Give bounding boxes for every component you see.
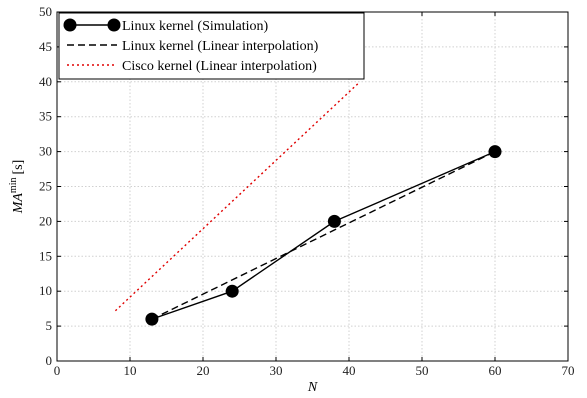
- y-tick-label: 40: [39, 74, 52, 89]
- y-tick-label: 25: [39, 179, 52, 194]
- x-tick-label: 40: [343, 363, 356, 378]
- y-tick-label: 0: [46, 353, 53, 368]
- series-line-3: [114, 81, 361, 312]
- y-tick-label: 5: [46, 318, 53, 333]
- series-1-point: [145, 312, 159, 326]
- x-tick-label: 0: [54, 363, 61, 378]
- legend-label-2: Linux kernel (Linear interpolation): [122, 39, 319, 54]
- x-tick-label: 30: [270, 363, 283, 378]
- y-tick-label: 15: [39, 248, 52, 263]
- x-tick-label: 50: [416, 363, 429, 378]
- y-tick-label: 30: [39, 144, 52, 159]
- x-axis-label: N: [307, 380, 318, 395]
- series-line-2: [151, 150, 496, 320]
- series-1-point: [488, 145, 502, 159]
- series-1-point: [225, 284, 239, 298]
- x-tick-label: 10: [124, 363, 137, 378]
- series-layer: [114, 81, 502, 326]
- legend-label-3: Cisco kernel (Linear interpolation): [122, 59, 317, 74]
- y-axis-label-superscript: min: [8, 178, 19, 194]
- y-axis-label-unit: [s]: [11, 160, 26, 175]
- y-tick-label: 20: [39, 213, 52, 228]
- x-tick-label: 20: [197, 363, 210, 378]
- x-tick-label: 70: [562, 363, 575, 378]
- legend-marker: [63, 18, 77, 32]
- y-tick-label: 45: [39, 39, 52, 54]
- series-1-point: [327, 214, 341, 228]
- ticks: 0 10 20 30 40 50 60 70 0 5 10 15 20 25 30 35 40 45 50: [39, 4, 575, 378]
- grid: [57, 12, 568, 361]
- legend: Linux kernel (Simulation) Linux kernel (L…: [58, 12, 365, 80]
- legend-marker: [107, 18, 121, 32]
- y-tick-label: 35: [39, 109, 52, 124]
- y-tick-label: 10: [39, 283, 52, 298]
- y-axis-label-main: MA: [11, 193, 26, 215]
- series-line-1: [151, 150, 496, 320]
- x-tick-label: 60: [489, 363, 502, 378]
- y-axis-label: MAmin [s]: [8, 160, 26, 215]
- y-tick-label: 50: [39, 4, 52, 19]
- legend-label-1: Linux kernel (Simulation): [122, 19, 269, 34]
